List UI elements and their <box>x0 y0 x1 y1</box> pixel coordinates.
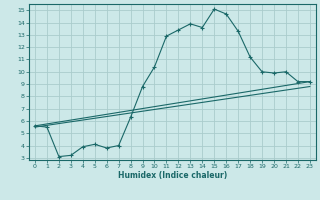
X-axis label: Humidex (Indice chaleur): Humidex (Indice chaleur) <box>118 171 227 180</box>
